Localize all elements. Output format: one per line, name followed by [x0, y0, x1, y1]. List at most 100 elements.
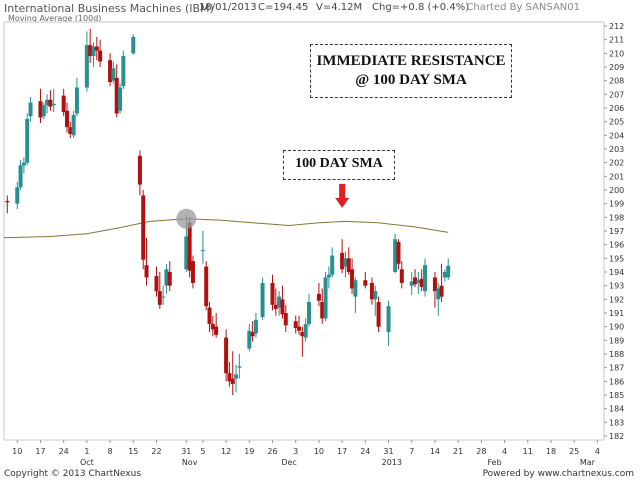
candle-body: [422, 265, 427, 292]
x-tick-label: 15: [128, 447, 138, 456]
copyright: Copyright © 2013 ChartNexus: [4, 469, 142, 479]
header-volume: V=4.12M: [316, 2, 363, 13]
powered-by[interactable]: Powered by www.chartnexus.com: [482, 469, 634, 479]
y-tick-label: 201: [609, 172, 624, 181]
candle-body: [446, 265, 451, 278]
candle-body: [230, 378, 235, 385]
candle-body: [353, 280, 358, 297]
candle-body: [409, 281, 414, 286]
candle-body: [416, 280, 421, 283]
y-tick-label: 197: [609, 227, 624, 236]
candle-body: [280, 299, 285, 315]
x-tick-label: 3: [293, 447, 298, 456]
x-month-label: Nov: [182, 458, 198, 467]
candle-body: [369, 282, 374, 300]
y-tick-label: 182: [609, 432, 624, 441]
y-tick-label: 196: [609, 241, 624, 250]
candle-body: [114, 77, 119, 114]
candles: [5, 28, 451, 395]
header-date: 18/01/2013: [199, 2, 257, 13]
candle-body: [137, 155, 142, 185]
x-tick-label: 1: [84, 447, 89, 456]
candle-body: [373, 291, 378, 300]
candle-body: [41, 105, 46, 117]
x-tick-label: 24: [360, 447, 370, 456]
candle-body: [61, 95, 66, 113]
candle-body: [204, 266, 209, 307]
candle-body: [98, 50, 103, 62]
candle-body: [88, 45, 93, 57]
candle-body: [164, 269, 169, 286]
candle-body: [306, 302, 311, 324]
candle-body: [141, 195, 146, 260]
candle-body: [277, 296, 282, 308]
candle-body: [48, 99, 53, 107]
x-tick-label: 28: [476, 447, 486, 456]
x-tick-label: 25: [569, 447, 579, 456]
y-tick-label: 191: [609, 309, 624, 318]
candle-body: [323, 277, 328, 319]
x-tick-label: 10: [12, 447, 22, 456]
candle-body: [376, 302, 381, 327]
y-tick-label: 194: [609, 268, 624, 277]
chart-frame: [3, 21, 605, 441]
candle-body: [363, 280, 368, 286]
candle-body: [237, 366, 242, 368]
x-tick-label: 19: [244, 447, 254, 456]
resistance-test-circle: [176, 208, 197, 229]
candle-body: [84, 45, 89, 88]
candle-body: [187, 222, 192, 271]
candle-body: [316, 293, 321, 301]
y-tick-label: 183: [609, 418, 624, 427]
candle-body: [343, 258, 348, 267]
x-tick-label: 24: [59, 447, 69, 456]
y-tick-label: 188: [609, 350, 624, 359]
x-tick-label: 12: [221, 447, 231, 456]
x-tick-label: 4: [502, 447, 507, 456]
candle-body: [293, 321, 298, 329]
candle-body: [25, 118, 30, 163]
y-tick-label: 190: [609, 323, 624, 332]
candle-body: [399, 269, 404, 283]
x-tick-label: 22: [151, 447, 161, 456]
candle-body: [270, 282, 275, 305]
sma-legend: Moving Average (100d): [8, 14, 102, 23]
x-month-label: 2013: [382, 458, 402, 467]
x-tick-label: 31: [181, 447, 191, 456]
candle-body: [234, 374, 239, 379]
x-month-label: Feb: [488, 458, 502, 467]
candle-body: [253, 319, 258, 334]
candle-body: [111, 68, 116, 81]
candle-body: [161, 296, 166, 298]
y-tick-label: 211: [609, 36, 624, 45]
chart-title: International Business Machines (IBM): [4, 2, 214, 15]
candle-body: [283, 313, 288, 326]
candle-body: [21, 162, 26, 166]
candle-body: [74, 87, 79, 114]
candle-body: [5, 200, 10, 203]
y-tick-label: 184: [609, 405, 624, 414]
x-tick-label: 18: [546, 447, 556, 456]
candle-body: [260, 282, 265, 318]
candle-body: [184, 236, 189, 270]
candle-body: [51, 103, 56, 106]
candle-body: [121, 56, 126, 87]
down-arrow-icon: [335, 183, 350, 208]
candle-body: [439, 285, 444, 297]
candle-body: [45, 99, 50, 106]
candle-body: [64, 110, 69, 128]
candle-body: [131, 36, 136, 54]
y-tick-label: 199: [609, 200, 624, 209]
y-tick-label: 185: [609, 391, 624, 400]
x-tick-label: 31: [383, 447, 393, 456]
y-tick-label: 187: [609, 364, 624, 373]
candle-body: [18, 165, 23, 188]
y-tick-label: 200: [609, 186, 624, 195]
candle-body: [330, 255, 335, 275]
y-tick-label: 204: [609, 131, 624, 140]
candle-body: [144, 265, 149, 278]
y-tick-label: 193: [609, 282, 624, 291]
x-tick-label: 7: [409, 447, 414, 456]
x-tick-label: 26: [267, 447, 277, 456]
